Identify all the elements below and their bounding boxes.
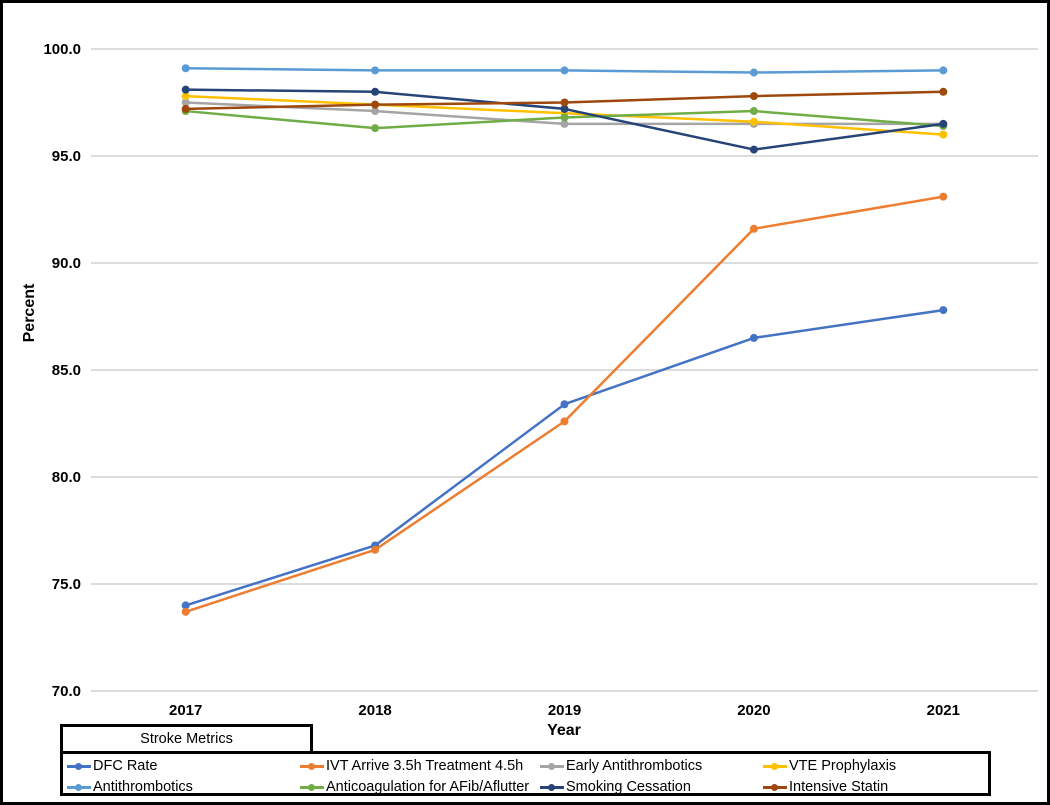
series-marker-vte-prophylaxis — [181, 92, 190, 101]
x-tick-label: 2020 — [737, 702, 770, 719]
legend-item-label: VTE Prophylaxis — [789, 758, 897, 774]
series-marker-intensive-statin — [181, 104, 190, 113]
series-marker-early-antithrombotics — [181, 98, 190, 107]
legend-item-label: IVT Arrive 3.5h Treatment 4.5h — [326, 758, 524, 774]
legend-title-box: Stroke Metrics — [60, 724, 313, 754]
legend-item-label: Anticoagulation for AFib/Aflutter — [326, 779, 530, 795]
legend-item-label: Early Antithrombotics — [566, 758, 703, 774]
x-axis-title: Year — [547, 722, 581, 739]
legend-item-ivt-arrive-3-5h-treatment-4-5h: IVT Arrive 3.5h Treatment 4.5h — [300, 756, 523, 776]
legend-marker-icon — [300, 783, 324, 792]
series-marker-antithrombotics — [749, 68, 758, 77]
series-marker-early-antithrombotics — [371, 107, 380, 116]
legend-marker-icon — [300, 762, 324, 771]
y-tick-label: 70.0 — [52, 683, 81, 700]
legend-title: Stroke Metrics — [140, 731, 233, 747]
series-marker-anticoagulation-for-afib-aflutter — [371, 124, 380, 133]
legend: DFC Rate IVT Arrive 3.5h Treatment 4.5h Ea… — [60, 751, 991, 796]
legend-marker-icon — [763, 762, 787, 771]
series-marker-early-antithrombotics — [560, 119, 569, 128]
series-marker-anticoagulation-for-afib-aflutter — [560, 113, 569, 122]
legend-item-anticoagulation-for-afib-aflutter: Anticoagulation for AFib/Aflutter — [300, 777, 529, 797]
series-marker-antithrombotics — [939, 66, 948, 75]
series-marker-intensive-statin — [560, 98, 569, 107]
series-marker-smoking-cessation — [181, 85, 190, 94]
legend-item-early-antithrombotics: Early Antithrombotics — [540, 756, 702, 776]
chart-canvas: 100.0 95.0 90.0 85.0 80.0 75.0 70.0 2017 2018 201… — [43, 41, 1038, 719]
y-tick-label: 90.0 — [52, 255, 81, 272]
x-tick-label: 2018 — [358, 702, 391, 719]
x-tick-label: 2019 — [548, 702, 581, 719]
legend-marker-icon — [67, 762, 91, 771]
series-marker-dfc-rate — [749, 333, 758, 342]
series-marker-antithrombotics — [181, 64, 190, 73]
y-tick-label: 100.0 — [43, 41, 81, 58]
series-marker-smoking-cessation — [371, 87, 380, 96]
legend-item-label: DFC Rate — [93, 758, 158, 774]
y-axis-title: Percent — [21, 283, 38, 343]
series-marker-antithrombotics — [560, 66, 569, 75]
series-marker-dfc-rate — [939, 306, 948, 315]
legend-item-vte-prophylaxis: VTE Prophylaxis — [763, 756, 896, 776]
series-marker-ivt-arrive-3-5h-treatment-4-5h — [560, 417, 569, 426]
series-marker-smoking-cessation — [939, 119, 948, 128]
legend-item-label: Antithrombotics — [93, 779, 193, 795]
legend-marker-icon — [763, 783, 787, 792]
series-marker-smoking-cessation — [749, 145, 758, 154]
series-marker-ivt-arrive-3-5h-treatment-4-5h — [939, 192, 948, 201]
series-marker-intensive-statin — [749, 92, 758, 101]
legend-item-label: Smoking Cessation — [566, 779, 691, 795]
series-marker-intensive-statin — [939, 87, 948, 96]
legend-marker-icon — [67, 783, 91, 792]
series-marker-anticoagulation-for-afib-aflutter — [749, 107, 758, 116]
legend-item-dfc-rate: DFC Rate — [67, 756, 157, 776]
series-marker-dfc-rate — [560, 400, 569, 409]
legend-item-intensive-statin: Intensive Statin — [763, 777, 888, 797]
series-marker-ivt-arrive-3-5h-treatment-4-5h — [749, 224, 758, 233]
series-marker-ivt-arrive-3-5h-treatment-4-5h — [181, 607, 190, 616]
series-line-dfc-rate — [184, 308, 945, 607]
y-tick-label: 85.0 — [52, 362, 81, 379]
y-tick-label: 95.0 — [52, 148, 81, 165]
legend-marker-icon — [540, 762, 564, 771]
x-tick-label: 2017 — [169, 702, 202, 719]
series-marker-vte-prophylaxis — [749, 117, 758, 126]
y-tick-label: 80.0 — [52, 469, 81, 486]
series-marker-antithrombotics — [371, 66, 380, 75]
series-marker-dfc-rate — [181, 601, 190, 610]
series-marker-intensive-statin — [371, 100, 380, 109]
series-marker-ivt-arrive-3-5h-treatment-4-5h — [371, 545, 380, 554]
legend-item-antithrombotics: Antithrombotics — [67, 777, 193, 797]
legend-item-label: Intensive Statin — [789, 779, 889, 795]
series-marker-smoking-cessation — [560, 104, 569, 113]
legend-item-smoking-cessation: Smoking Cessation — [540, 777, 691, 797]
x-tick-label: 2021 — [927, 702, 960, 719]
series-marker-vte-prophylaxis — [939, 130, 948, 139]
legend-marker-icon — [540, 783, 564, 792]
y-tick-label: 75.0 — [52, 576, 81, 593]
